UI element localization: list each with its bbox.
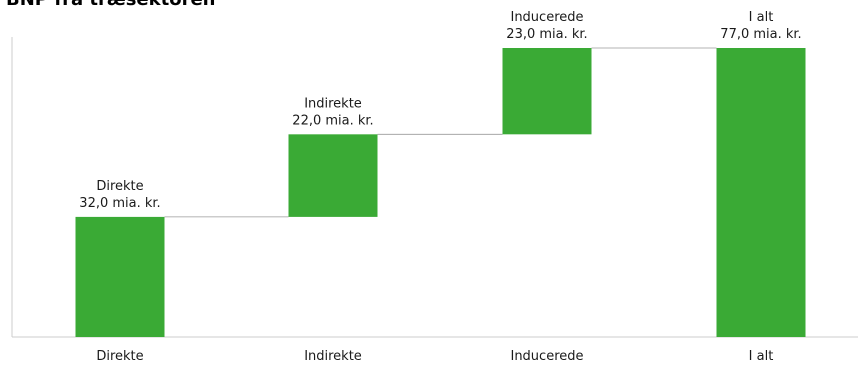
category-label-2: Indirekte — [304, 349, 362, 364]
data-label-2-name: Indirekte — [304, 96, 362, 111]
category-label-4: I alt — [749, 349, 774, 364]
data-label-1-name: Direkte — [96, 179, 143, 194]
data-label-3-name: Inducerede — [510, 10, 583, 25]
data-label-4-name: I alt — [749, 10, 774, 25]
category-label-3: Inducerede — [510, 349, 583, 364]
data-label-3-value: 23,0 mia. kr. — [506, 27, 587, 42]
data-label-4-value: 77,0 mia. kr. — [720, 27, 801, 42]
data-label-1-value: 32,0 mia. kr. — [79, 196, 160, 211]
data-label-2-value: 22,0 mia. kr. — [292, 113, 373, 128]
bar-3 — [502, 48, 592, 135]
chart-title: BNP fra træsektoren — [6, 0, 215, 11]
bar-2 — [288, 134, 378, 217]
bar-4 — [716, 48, 806, 337]
bar-1 — [75, 216, 165, 337]
category-label-1: Direkte — [96, 349, 143, 364]
